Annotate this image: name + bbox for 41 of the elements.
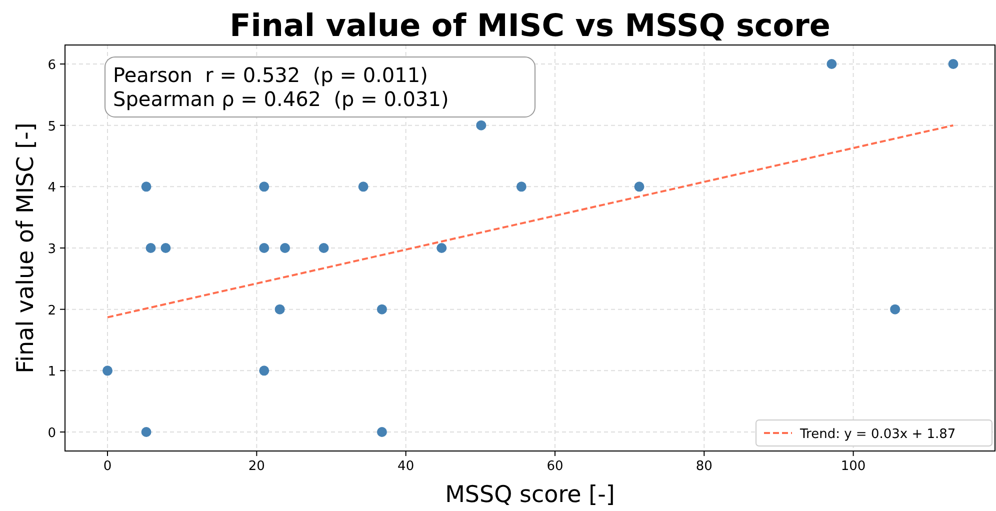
point xyxy=(376,304,387,314)
point xyxy=(259,366,270,376)
legend-label: Trend: y = 0.03x + 1.87 xyxy=(799,427,956,442)
annotation: Spearman ρ = 0.462 (p = 0.031) xyxy=(113,87,449,111)
point xyxy=(318,243,329,253)
point xyxy=(102,366,113,376)
point xyxy=(376,426,387,437)
point xyxy=(358,182,368,192)
x-tick-label: 40 xyxy=(398,459,414,474)
point xyxy=(280,243,290,253)
point xyxy=(160,243,171,253)
x-tick-label: 20 xyxy=(248,459,265,474)
x-tick-label: 100 xyxy=(840,459,866,474)
point xyxy=(516,182,526,192)
point xyxy=(890,304,900,314)
x-axis-title: MSSQ score [-] xyxy=(445,482,615,508)
y-tick-label: 6 xyxy=(48,58,56,74)
stats-text-box: Pearson r = 0.532 (p = 0.011) Spearman ρ = 0.462 (p = 0.031) xyxy=(104,56,536,118)
x-tick-label: 80 xyxy=(696,459,712,474)
y-tick-label: 5 xyxy=(48,119,56,134)
point xyxy=(141,426,152,437)
point xyxy=(476,120,486,130)
chart-title: Final value of MISC vs MSSQ score xyxy=(230,8,830,44)
point xyxy=(826,59,837,70)
point xyxy=(259,182,270,192)
point xyxy=(259,243,270,253)
x-tick-label: 60 xyxy=(546,459,564,474)
point xyxy=(634,182,644,192)
y-tick-label: 1 xyxy=(48,364,56,380)
y-tick-label: 4 xyxy=(48,180,56,196)
y-tick-label: 3 xyxy=(48,242,56,257)
point xyxy=(948,59,958,70)
point xyxy=(141,182,152,192)
point xyxy=(436,243,447,253)
x-tick-label: 0 xyxy=(103,459,112,474)
y-tick-label: 2 xyxy=(48,303,56,318)
annotation: Pearson r = 0.532 (p = 0.011) xyxy=(113,63,428,87)
point xyxy=(274,304,285,314)
y-axis-title: Final value of MISC [-] xyxy=(13,122,39,374)
point xyxy=(146,243,156,253)
y-tick-label: 0 xyxy=(48,426,56,441)
